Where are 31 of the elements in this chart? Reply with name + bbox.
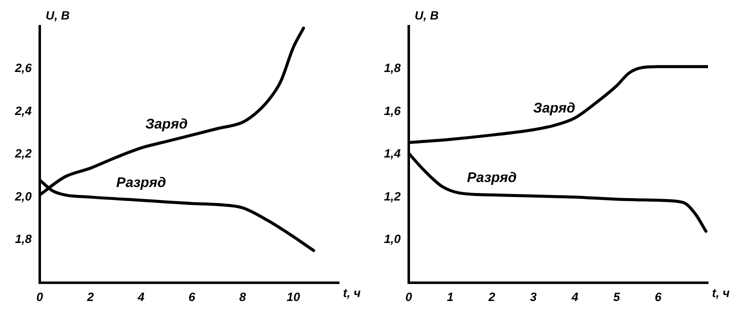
x-tick-label: 6 bbox=[654, 290, 662, 304]
y-tick-label: 2,6 bbox=[14, 61, 32, 76]
series-label: Разряд bbox=[116, 174, 166, 190]
x-tick-label: 8 bbox=[239, 290, 246, 304]
series-label: Разряд bbox=[466, 168, 518, 185]
y-tick-label: 1,0 bbox=[384, 232, 401, 246]
x-tick-label: 10 bbox=[286, 290, 300, 304]
x-axis-title: t, ч bbox=[712, 286, 730, 300]
x-tick-label: 0 bbox=[405, 290, 412, 304]
x-axis-title: t, ч bbox=[343, 286, 361, 300]
series-label: Заряд bbox=[145, 115, 188, 132]
x-tick-label: 4 bbox=[570, 290, 579, 304]
x-tick-label: 0 bbox=[36, 290, 44, 304]
y-tick-label: 1,6 bbox=[384, 104, 401, 118]
y-axis-title: U, В bbox=[46, 8, 70, 22]
x-tick-label: 6 bbox=[188, 290, 196, 304]
x-tick-label: 3 bbox=[530, 290, 538, 304]
y-tick-label: 2,0 bbox=[14, 189, 32, 204]
y-tick-label: 2,2 bbox=[14, 146, 32, 161]
y-tick-label: 2,4 bbox=[14, 104, 32, 118]
x-tick-label: 4 bbox=[136, 290, 145, 304]
y-tick-label: 1,8 bbox=[14, 232, 32, 246]
x-tick-label: 2 bbox=[86, 290, 94, 304]
y-tick-label: 1,2 bbox=[384, 189, 401, 204]
y-tick-label: 1,8 bbox=[384, 61, 401, 76]
x-tick-label: 1 bbox=[446, 290, 454, 304]
series-label: Заряд bbox=[533, 99, 576, 116]
y-tick-label: 1,4 bbox=[384, 146, 401, 161]
y-axis-title: U, В bbox=[414, 8, 440, 22]
x-tick-label: 2 bbox=[487, 290, 496, 304]
x-tick-label: 5 bbox=[613, 290, 620, 304]
